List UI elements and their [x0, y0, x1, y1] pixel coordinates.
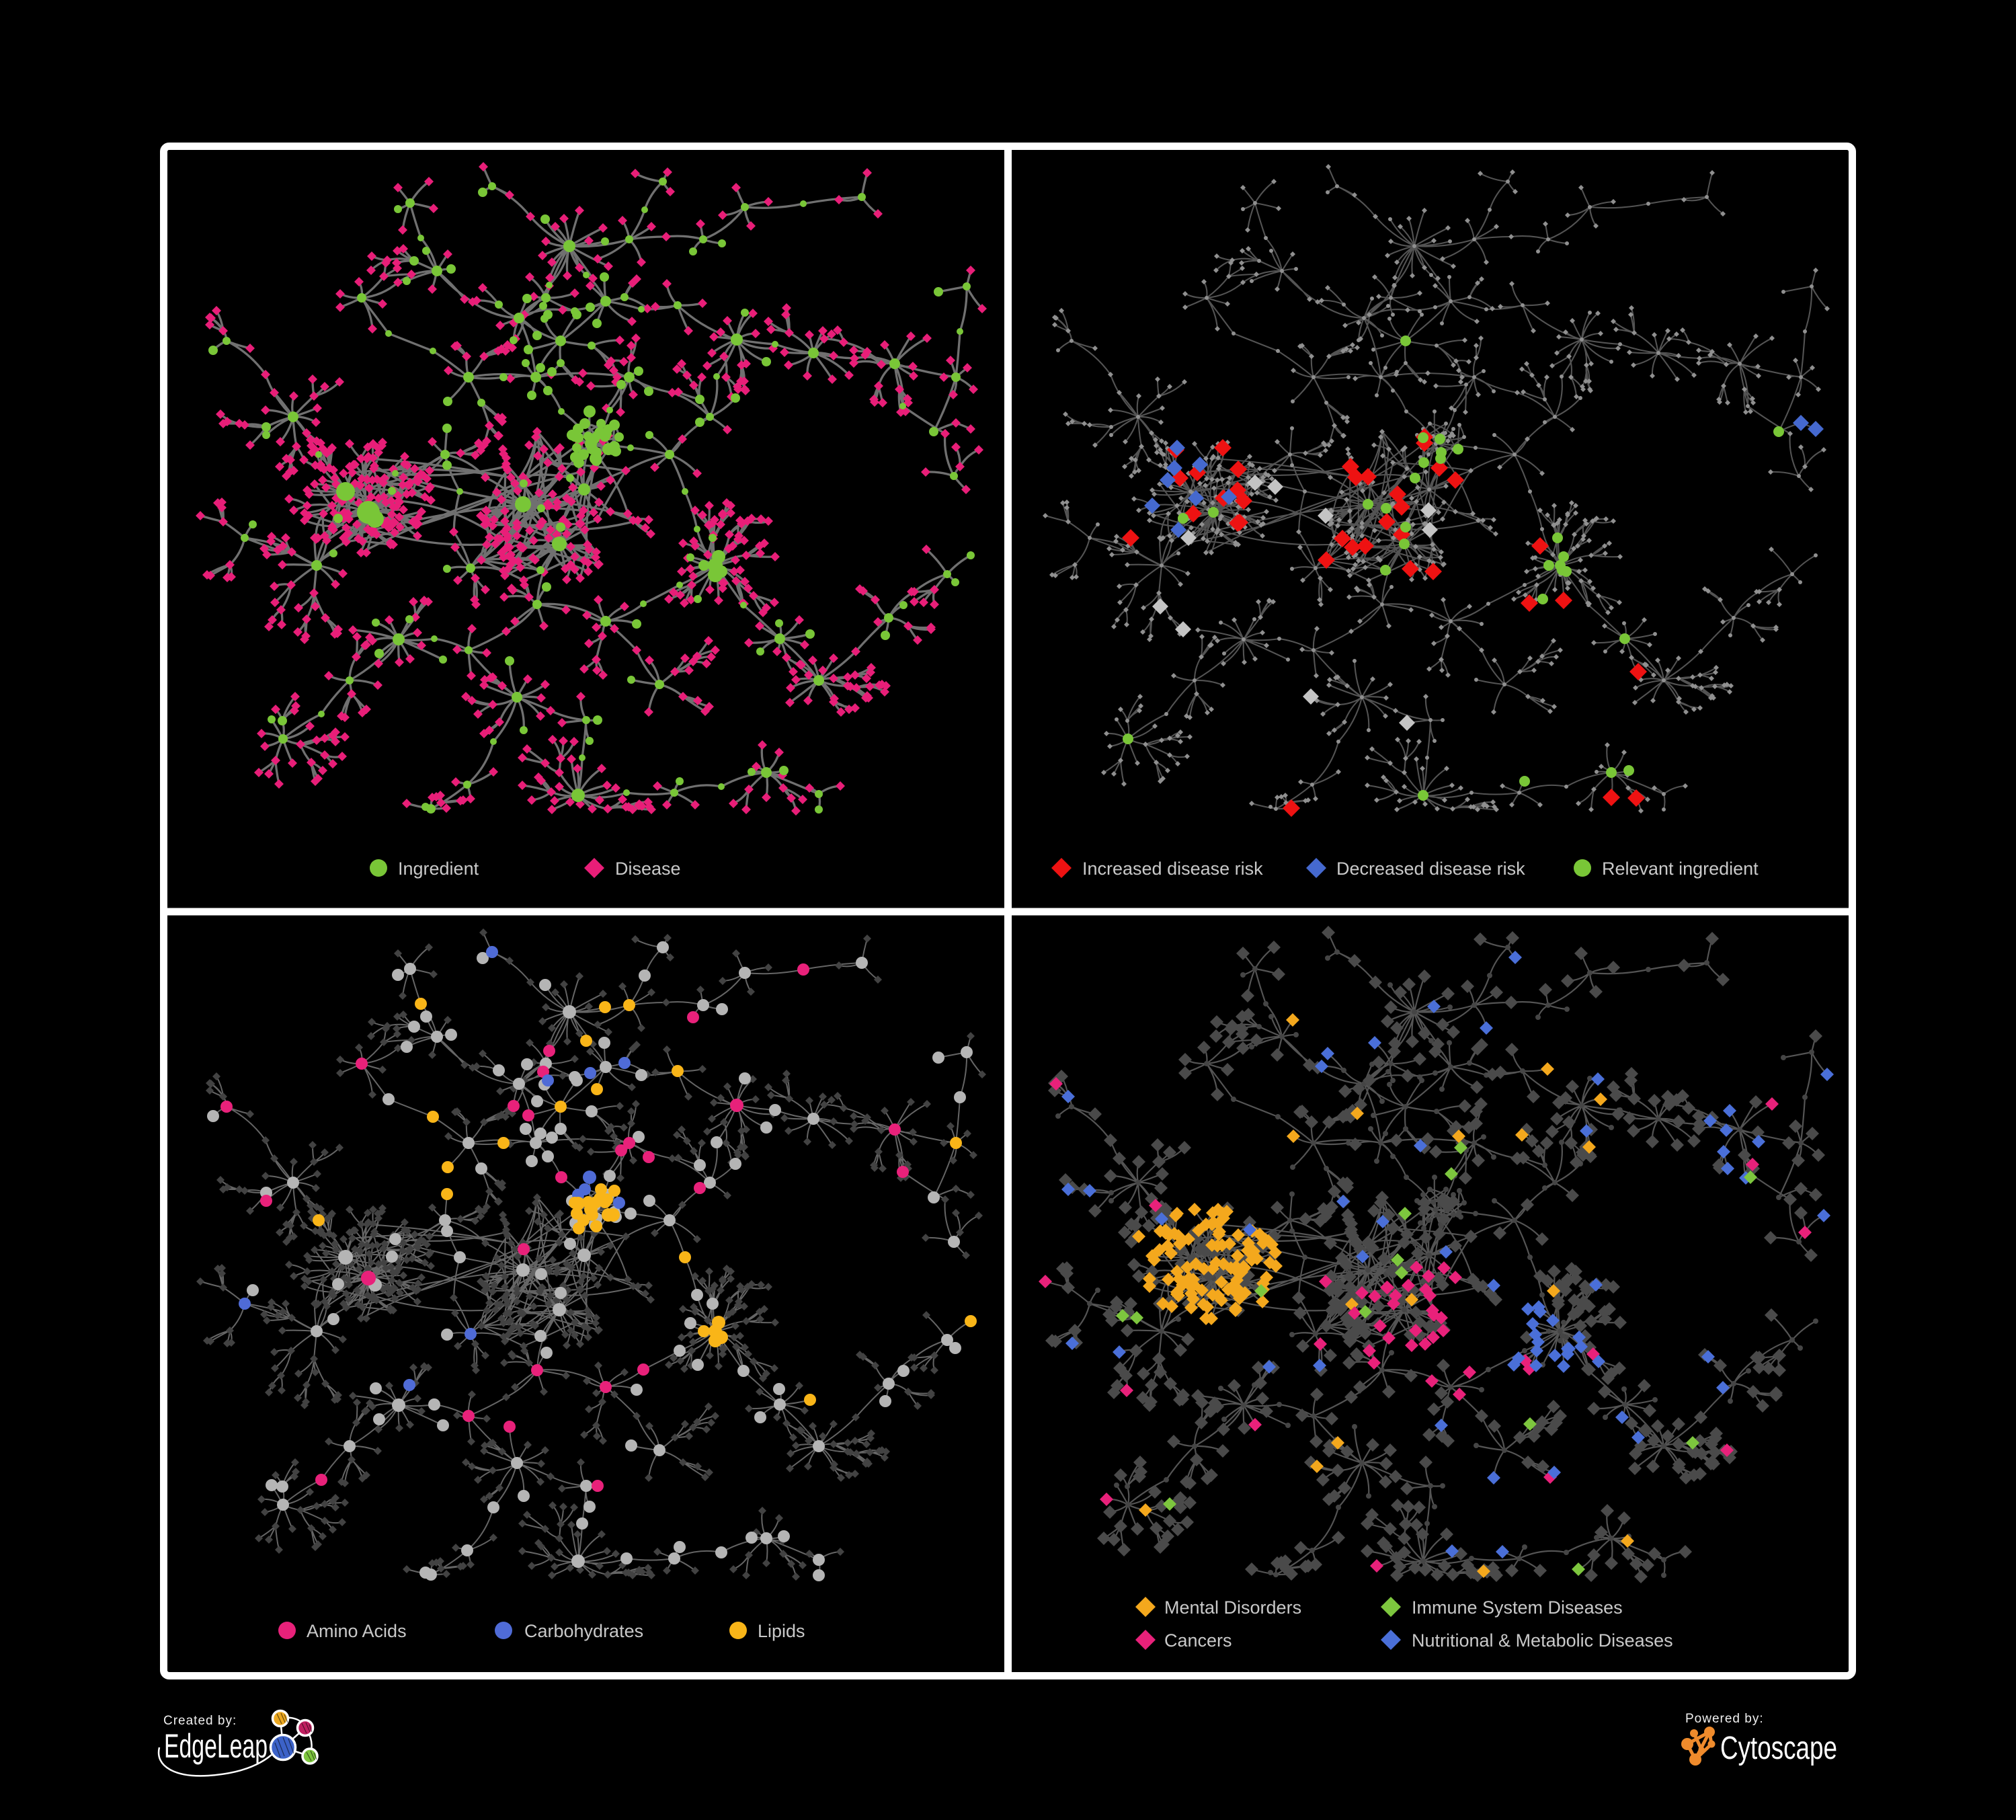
svg-text:Relevant ingredient: Relevant ingredient	[1602, 859, 1759, 879]
svg-text:Increased disease risk: Increased disease risk	[1082, 859, 1263, 879]
svg-text:Carbohydrates: Carbohydrates	[524, 1621, 643, 1641]
svg-text:Powered by:: Powered by:	[1685, 1712, 1764, 1726]
svg-text:EdgeLeap: EdgeLeap	[164, 1727, 268, 1765]
svg-text:Lipids: Lipids	[758, 1621, 805, 1641]
svg-text:Nutritional & Metabolic Diseas: Nutritional & Metabolic Diseases	[1412, 1630, 1673, 1651]
svg-text:Decreased disease risk: Decreased disease risk	[1336, 859, 1525, 879]
svg-text:Cancers: Cancers	[1164, 1630, 1232, 1651]
svg-text:Created by:: Created by:	[163, 1714, 237, 1728]
svg-text:Amino Acids: Amino Acids	[307, 1621, 407, 1641]
svg-text:Cytoscape: Cytoscape	[1720, 1731, 1837, 1766]
svg-text:Disease: Disease	[615, 859, 681, 879]
svg-text:Ingredient: Ingredient	[398, 859, 479, 879]
svg-text:Mental Disorders: Mental Disorders	[1164, 1597, 1301, 1618]
svg-text:Immune System Diseases: Immune System Diseases	[1412, 1597, 1623, 1618]
